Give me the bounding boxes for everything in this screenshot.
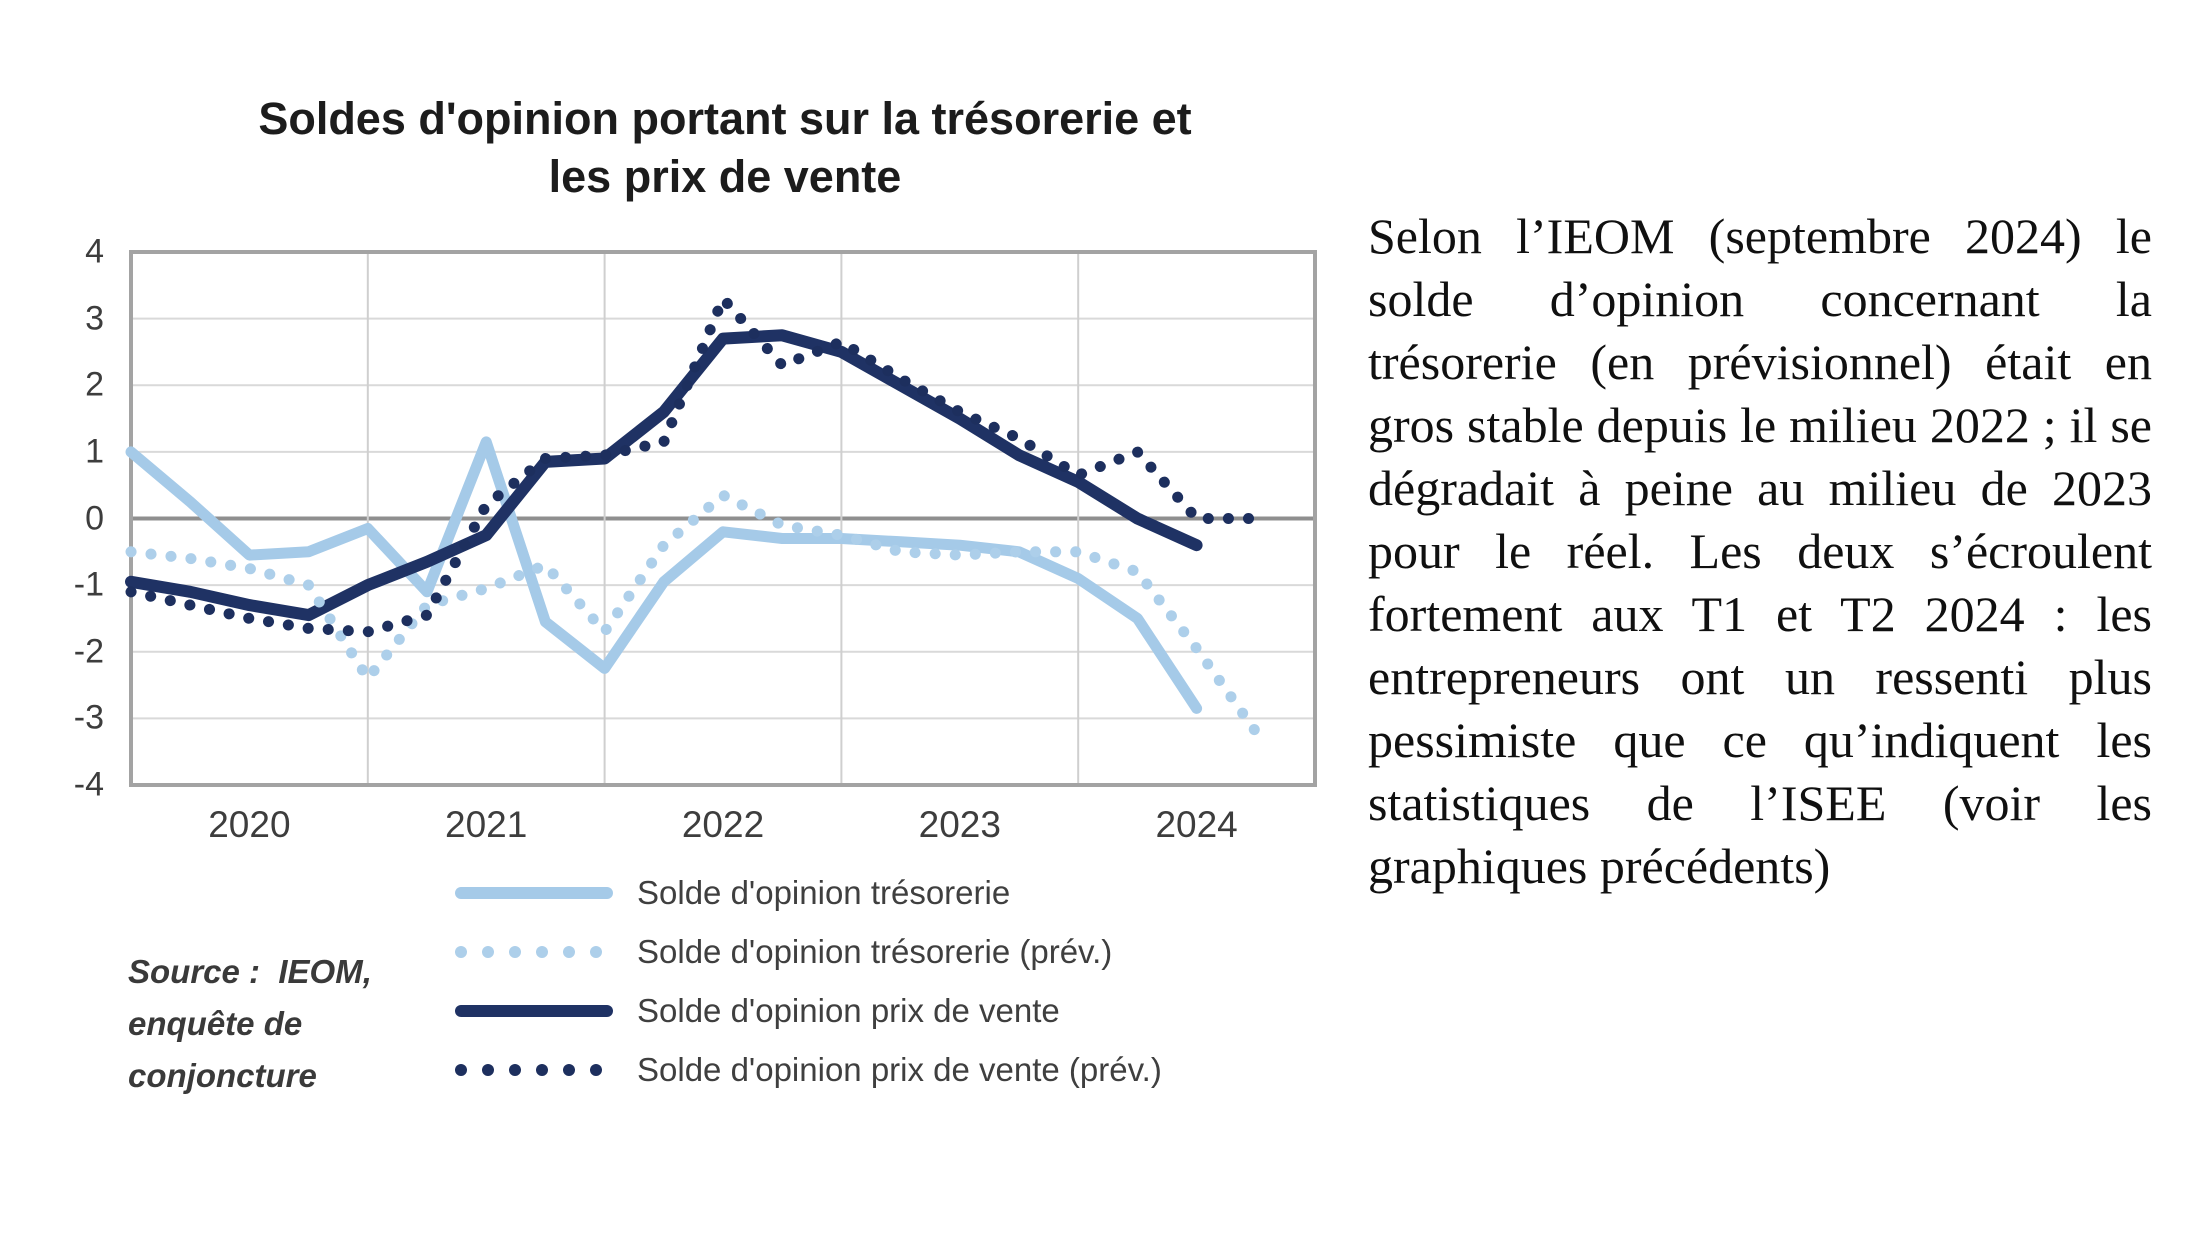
legend-item: Solde d'opinion prix de vente (prév.) (455, 1045, 1162, 1095)
legend-swatch-dotted-lightblue (455, 946, 615, 958)
y-axis-tick-label: 3 (85, 299, 104, 338)
legend-dot (536, 946, 548, 958)
legend-swatch-dotted-navy (455, 1064, 615, 1076)
x-axis-tick-label: 2020 (208, 804, 291, 845)
source-line: enquête de (128, 1005, 303, 1042)
legend-line-sample (455, 887, 613, 899)
legend-dot (563, 1064, 575, 1076)
opinion-balance-chart: Soldes d'opinion portant sur la trésorer… (73, 90, 1317, 1102)
legend-label: Solde d'opinion trésorerie (637, 874, 1011, 911)
y-axis-tick-label: -4 (73, 765, 104, 804)
x-axis-tick-label: 2023 (918, 804, 1001, 845)
legend-dot (482, 1064, 494, 1076)
legend-label: Solde d'opinion trésorerie (prév.) (637, 933, 1113, 970)
y-axis-tick-label: 2 (85, 365, 104, 404)
y-axis-tick-label: 4 (85, 232, 104, 271)
legend-dot (509, 1064, 521, 1076)
legend-swatch-solid-navy (455, 1005, 615, 1017)
legend-line-sample (455, 1005, 613, 1017)
legend-item: Solde d'opinion trésorerie (prév.) (455, 927, 1112, 977)
legend-item: Solde d'opinion trésorerie (455, 868, 1010, 918)
y-axis-tick-label: 1 (85, 432, 104, 471)
y-axis-tick-label: -1 (73, 565, 104, 604)
chart-title: Soldes d'opinion portant sur la trésorer… (140, 90, 1310, 206)
series-line-1 (125, 489, 1262, 738)
source-note: Source : IEOM, enquête de conjoncture (128, 946, 458, 1102)
source-line: Source : IEOM, (128, 953, 372, 990)
source-line: conjoncture (128, 1057, 317, 1094)
legend-dotted-sample (455, 946, 602, 958)
x-axis-tick-label: 2021 (445, 804, 528, 845)
legend-item: Solde d'opinion prix de vente (455, 986, 1060, 1036)
commentary-paragraph: Selon l’IEOM (septembre 2024) le solde d… (1368, 208, 2152, 894)
x-axis-tick-label: 2022 (681, 804, 765, 845)
y-axis-tick-label: 0 (85, 499, 104, 537)
legend-dot (590, 946, 602, 958)
y-axis-tick-label: -2 (73, 632, 104, 671)
legend-swatch-solid-lightblue (455, 887, 615, 899)
legend-dot (455, 1064, 467, 1076)
plot-border (129, 250, 1317, 787)
legend-dot (536, 1064, 548, 1076)
y-axis-tick-label: -3 (73, 698, 104, 737)
chart-title-line2: les prix de vente (548, 151, 902, 202)
x-axis-tick-label: 2024 (1155, 804, 1238, 845)
series-line-3 (125, 293, 1262, 638)
series-line-2 (125, 329, 1203, 622)
legend-dot (482, 946, 494, 958)
legend-label: Solde d'opinion prix de vente (prév.) (637, 1051, 1162, 1088)
legend-dotted-sample (455, 1064, 602, 1076)
legend-label: Solde d'opinion prix de vente (637, 992, 1060, 1029)
legend-dot (563, 946, 575, 958)
chart-title-line1: Soldes d'opinion portant sur la trésorer… (258, 93, 1192, 144)
legend-dot (590, 1064, 602, 1076)
legend-dot (509, 946, 521, 958)
legend-dot (455, 946, 467, 958)
